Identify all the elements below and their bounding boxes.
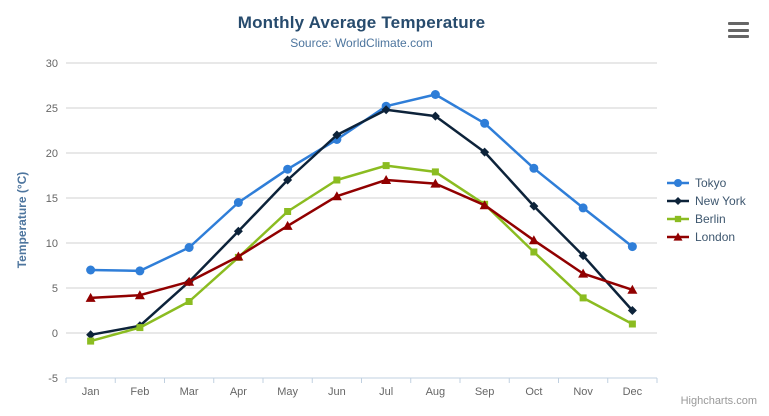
svg-text:Dec: Dec [623,386,643,398]
svg-text:Apr: Apr [230,386,247,398]
svg-text:0: 0 [52,328,58,340]
y-grid [66,62,657,334]
svg-text:Jun: Jun [328,386,346,398]
svg-text:Jan: Jan [82,386,100,398]
legend-item-berlin[interactable]: Berlin [666,212,746,226]
hamburger-icon [728,28,749,32]
legend-triangle-icon [667,232,689,241]
y-axis-title: Temperature (°C) [15,171,29,269]
legend-square-icon [667,215,689,223]
svg-text:-5: -5 [48,373,58,385]
hamburger-icon [728,22,749,25]
export-menu-button[interactable] [728,22,752,38]
svg-text:May: May [277,386,298,398]
svg-text:30: 30 [46,58,58,70]
svg-text:Jul: Jul [379,386,393,398]
svg-text:Oct: Oct [525,386,542,398]
svg-text:5: 5 [52,283,58,295]
svg-text:20: 20 [46,148,58,160]
y-axis-labels: 30 25 20 15 10 5 0 -5 [46,58,58,385]
legend-item-label: Berlin [695,212,726,226]
svg-text:Feb: Feb [130,386,149,398]
page-title: Monthly Average Temperature [237,13,486,32]
svg-text:Aug: Aug [426,386,446,398]
legend-item-label: Tokyo [695,176,727,190]
svg-text:10: 10 [46,238,58,250]
credits-link[interactable]: Highcharts.com [680,395,757,407]
chart-subtitle: Source: WorldClimate.com [290,36,433,50]
series-new-york[interactable] [86,105,637,340]
series-london[interactable] [85,175,638,302]
legend: Tokyo New York Berlin London [666,176,746,244]
svg-text:Nov: Nov [573,386,593,398]
legend-item-london[interactable]: London [666,230,746,244]
legend-item-label: London [695,230,736,244]
legend-diamond-icon [667,196,689,206]
x-axis: Jan Feb Mar Apr May Jun Jul Aug Sep Oct Nov Dec [65,377,658,398]
legend-item-label: New York [695,194,746,208]
legend-item-new-york[interactable]: New York [666,194,746,208]
legend-circle-icon [667,178,689,188]
svg-text:15: 15 [46,193,58,205]
legend-item-tokyo[interactable]: Tokyo [666,176,746,190]
hamburger-icon [728,35,749,38]
svg-text:Mar: Mar [180,386,199,398]
svg-text:25: 25 [46,103,58,115]
series-tokyo[interactable] [86,90,637,276]
svg-text:Sep: Sep [475,386,495,398]
